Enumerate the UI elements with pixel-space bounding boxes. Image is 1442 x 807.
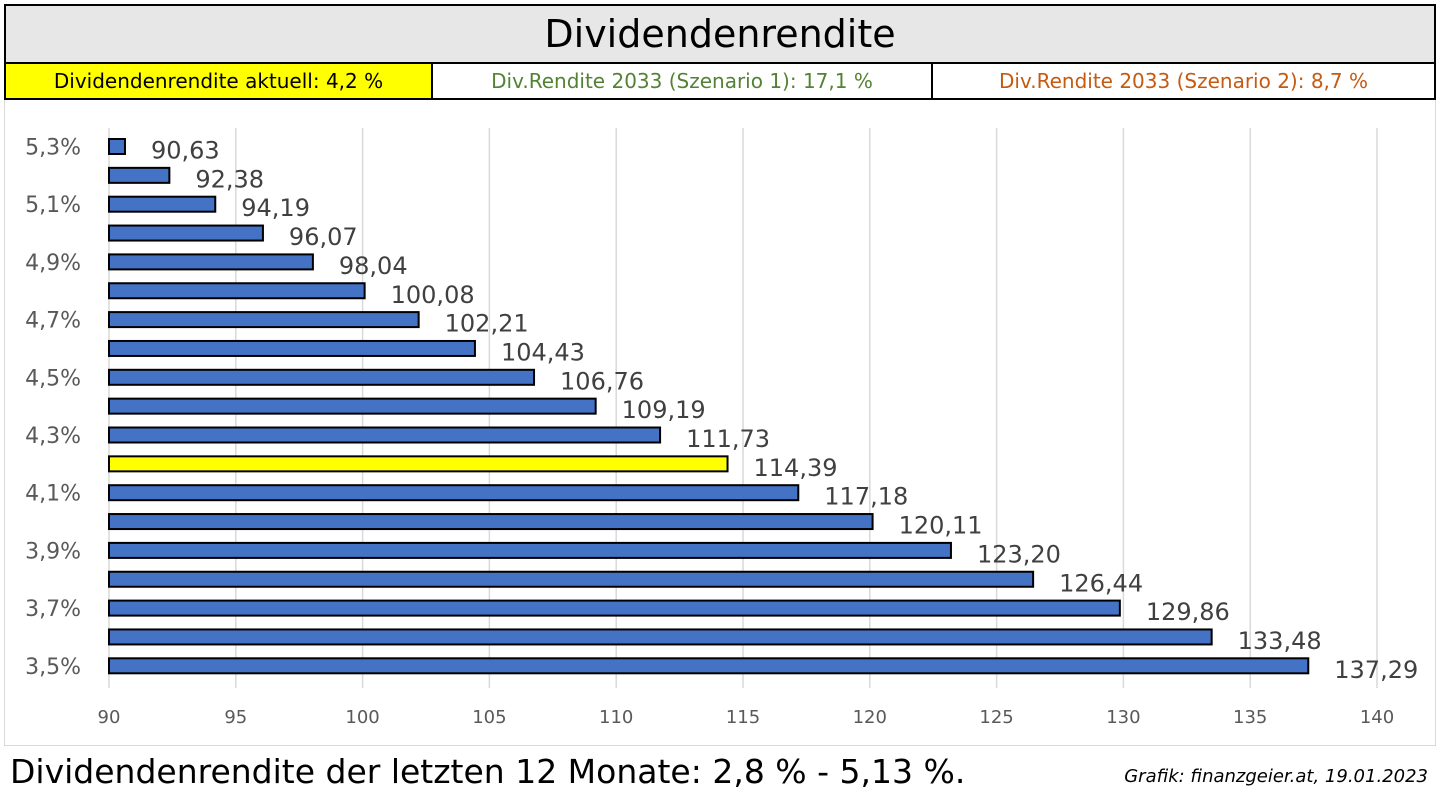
data-label: 117,18	[824, 483, 908, 511]
data-label: 137,29	[1334, 656, 1418, 684]
chart-title: Dividendenrendite	[4, 4, 1436, 64]
x-tick-label: 100	[345, 707, 379, 728]
y-tick-label: 4,5%	[25, 366, 81, 391]
bar	[108, 311, 420, 329]
x-tick-label: 120	[853, 707, 887, 728]
data-label: 100,08	[391, 281, 475, 309]
bar	[108, 484, 800, 502]
y-tick-label: 4,7%	[25, 309, 81, 334]
bar	[108, 397, 597, 415]
data-label: 94,19	[241, 194, 310, 222]
bar	[108, 599, 1121, 617]
y-tick-label: 3,7%	[25, 597, 81, 622]
bar	[108, 138, 126, 155]
x-tick-label: 95	[224, 707, 247, 728]
bar	[108, 195, 217, 213]
data-label: 123,20	[977, 540, 1061, 568]
bar	[108, 541, 952, 559]
x-tick-label: 125	[979, 707, 1013, 728]
data-label: 98,04	[339, 252, 408, 280]
bar	[108, 253, 314, 271]
data-label: 120,11	[899, 512, 983, 540]
bar	[108, 282, 366, 300]
x-tick-label: 90	[98, 707, 121, 728]
data-label: 126,44	[1059, 569, 1143, 597]
bar	[108, 657, 1310, 675]
scenario-2-label: Div.Rendite 2033 (Szenario 2): 8,7 %	[933, 64, 1436, 100]
bar	[108, 339, 476, 357]
current-yield-label: Dividendenrendite aktuell: 4,2 %	[4, 64, 433, 100]
bar	[108, 513, 874, 531]
y-tick-label: 5,3%	[25, 136, 81, 161]
bar	[108, 426, 662, 444]
data-label: 92,38	[195, 165, 264, 193]
y-tick-label: 4,9%	[25, 251, 81, 276]
data-label: 106,76	[560, 367, 644, 395]
y-tick-label: 4,3%	[25, 424, 81, 449]
x-tick-label: 115	[726, 707, 760, 728]
x-tick-label: 110	[599, 707, 633, 728]
bar	[108, 570, 1035, 588]
chart-area: 90 95 100 105 110 115 120 125 130 135 140 90,63 5,3%…	[4, 100, 1436, 746]
bar-chart: 90 95 100 105 110 115 120 125 130 135 140 90,63 5,3%…	[25, 128, 1418, 728]
source-credit: Grafik: finanzgeier.at, 19.01.2023	[1124, 766, 1428, 787]
data-label: 104,43	[501, 338, 585, 366]
data-label: 111,73	[686, 425, 770, 453]
y-tick-label: 5,1%	[25, 193, 81, 218]
data-label: 133,48	[1238, 627, 1322, 655]
data-label: 109,19	[622, 396, 706, 424]
y-tick-label: 4,1%	[25, 482, 81, 507]
y-tick-label: 3,9%	[25, 539, 81, 564]
data-label: 90,63	[151, 137, 220, 165]
data-label: 129,86	[1146, 598, 1230, 626]
bar	[108, 628, 1213, 646]
bar-highlighted	[108, 455, 729, 473]
x-tick-label: 130	[1106, 707, 1140, 728]
bar	[108, 368, 536, 386]
bar	[108, 166, 171, 184]
data-label: 102,21	[445, 310, 529, 338]
data-label: 96,07	[289, 223, 358, 251]
x-tick-label: 140	[1360, 707, 1394, 728]
x-tick-label: 135	[1233, 707, 1267, 728]
bar	[108, 224, 264, 242]
summary-note: Dividendenrendite der letzten 12 Monate:…	[10, 752, 966, 791]
scenario-1-label: Div.Rendite 2033 (Szenario 1): 17,1 %	[433, 64, 933, 100]
y-tick-label: 3,5%	[25, 655, 81, 680]
info-row: Dividendenrendite aktuell: 4,2 % Div.Ren…	[4, 64, 1436, 100]
data-label: 114,39	[754, 454, 838, 482]
x-tick-label: 105	[472, 707, 506, 728]
